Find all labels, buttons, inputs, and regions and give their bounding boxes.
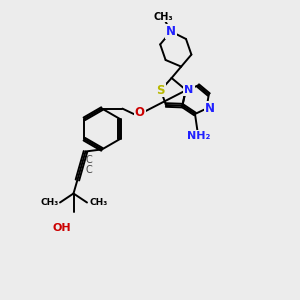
Text: N: N	[166, 25, 176, 38]
Text: C: C	[85, 155, 92, 165]
Text: N: N	[205, 102, 215, 115]
Text: CH₃: CH₃	[154, 11, 173, 22]
Text: O: O	[135, 106, 145, 119]
Text: CH₃: CH₃	[40, 198, 58, 207]
Text: C: C	[85, 165, 92, 175]
Text: S: S	[157, 83, 165, 97]
Text: N: N	[184, 85, 194, 95]
Text: OH: OH	[52, 223, 71, 233]
Text: NH₂: NH₂	[187, 130, 210, 141]
Text: CH₃: CH₃	[89, 198, 107, 207]
